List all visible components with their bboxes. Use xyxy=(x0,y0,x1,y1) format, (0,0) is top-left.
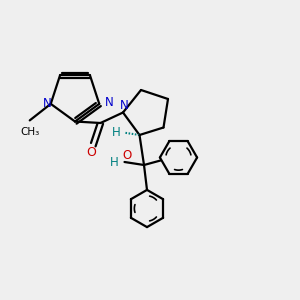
Text: N: N xyxy=(43,98,52,110)
Text: H: H xyxy=(110,156,119,169)
Text: N: N xyxy=(105,96,113,109)
Text: O: O xyxy=(87,146,96,159)
Text: H: H xyxy=(112,126,121,139)
Text: CH₃: CH₃ xyxy=(20,127,39,137)
Text: O: O xyxy=(122,149,131,162)
Text: N: N xyxy=(120,99,129,112)
